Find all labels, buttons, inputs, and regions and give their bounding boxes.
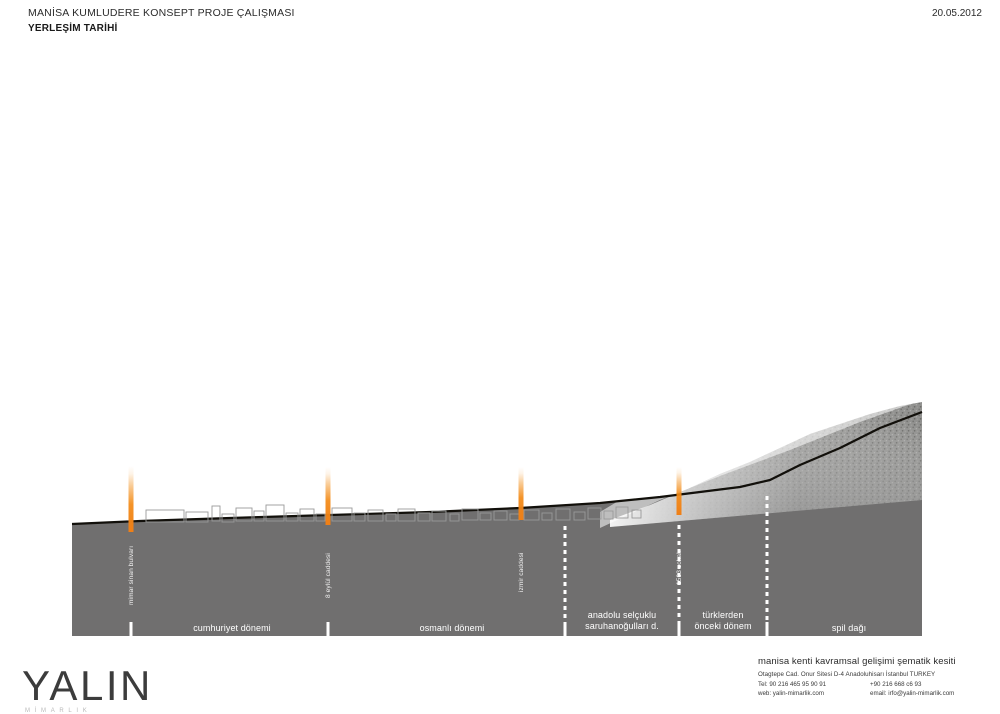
period-label-anadolu-selcuklu: anadolu selçuklu saruhanoğulları d. bbox=[585, 610, 659, 633]
period-divider-4 bbox=[677, 525, 681, 636]
period-label-line1: cumhuriyet dönemi bbox=[193, 623, 271, 633]
street-marker-label-izmir-caddesi: izmir caddesi bbox=[518, 552, 525, 592]
period-label-line2: saruhanoğulları d. bbox=[585, 621, 659, 632]
period-label-line1: anadolu selçuklu bbox=[587, 610, 657, 620]
phone-secondary: +90 216 668 c6 93 bbox=[870, 680, 922, 688]
web-email-row: web: yalin-mimarlik.com email: irfo@yali… bbox=[758, 689, 984, 699]
marker-bar-icon bbox=[676, 467, 682, 515]
drawing-caption: manisa kenti kavramsal gelişimi şematik … bbox=[758, 656, 956, 667]
page-title: MANİSA KUMLUDERE KONSEPT PROJE ÇALIŞMASI… bbox=[28, 6, 295, 36]
street-marker-label-mimar-sinan-bulvari: mimar sinan bulvarı bbox=[128, 545, 135, 605]
street-marker-izmir-caddesi[interactable] bbox=[518, 467, 524, 520]
divider-dots bbox=[563, 526, 567, 636]
marker-bar-icon bbox=[518, 467, 524, 520]
period-divider-1 bbox=[129, 622, 133, 636]
building-silhouettes bbox=[145, 504, 642, 523]
period-label-cumhuriyet-donemi: cumhuriyet dönemi bbox=[193, 623, 271, 634]
divider-dots bbox=[677, 525, 681, 636]
website-link[interactable]: web: yalin-mimarlik.com bbox=[758, 690, 825, 698]
divider-tick bbox=[129, 622, 133, 636]
marker-bar-icon bbox=[325, 467, 331, 525]
mountain-haze bbox=[600, 392, 922, 528]
logo-subtitle: MİMARLIK bbox=[25, 708, 92, 714]
project-subtitle: YERLEŞİM TARİHİ bbox=[28, 23, 118, 35]
office-address: Otagtepe Cad. Onur Sitesi D-4 Anadoluhis… bbox=[758, 671, 936, 678]
divider-tick bbox=[326, 622, 330, 636]
period-label-osmanli-donemi: osmanlı dönemi bbox=[420, 623, 485, 634]
period-label-line2: önceki dönem bbox=[694, 621, 752, 632]
street-marker-1593-sokak[interactable] bbox=[676, 467, 682, 515]
phone-primary: Tel: 90 216 465 95 90 91 bbox=[758, 680, 827, 688]
divider-dots bbox=[765, 496, 769, 636]
period-label-turklerden-onceki-donem: türklerden önceki dönem bbox=[694, 610, 751, 633]
period-label-line1: osmanlı dönemi bbox=[419, 623, 485, 633]
period-divider-5 bbox=[765, 496, 769, 636]
street-marker-label-8-eylul-caddesi: 8 eylül caddesi bbox=[325, 553, 332, 598]
divider-tick bbox=[765, 622, 769, 636]
project-title: MANİSA KUMLUDERE KONSEPT PROJE ÇALIŞMASI bbox=[28, 7, 295, 19]
period-label-spil-dagi: spil dağı bbox=[832, 623, 866, 634]
ground-mass bbox=[72, 412, 922, 636]
marker-bar-icon bbox=[128, 466, 134, 532]
period-label-line1: spil dağı bbox=[831, 623, 867, 633]
terrain-line bbox=[71, 410, 923, 526]
divider-tick bbox=[563, 622, 567, 636]
period-label-line1: türklerden bbox=[702, 610, 744, 620]
phone-row: Tel: 90 216 465 95 90 91 +90 216 668 c6 … bbox=[758, 680, 984, 690]
contact-block: manisa kenti kavramsal gelişimi şematik … bbox=[758, 656, 984, 699]
document-date: 20.05.2012 bbox=[931, 8, 982, 19]
email-link[interactable]: email: irfo@yalin-mimarlik.com bbox=[870, 690, 955, 698]
logo-wordmark: YALIN bbox=[22, 662, 153, 709]
divider-tick bbox=[677, 622, 681, 636]
section-baseline-rule bbox=[72, 636, 922, 638]
street-marker-mimar-sinan-bulvari[interactable] bbox=[128, 466, 134, 532]
street-marker-8-eylul-caddesi[interactable] bbox=[325, 467, 331, 525]
period-divider-2 bbox=[326, 622, 330, 636]
period-divider-3 bbox=[563, 526, 567, 636]
